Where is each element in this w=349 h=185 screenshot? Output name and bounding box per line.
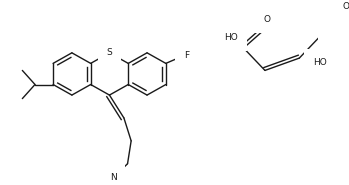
- Text: S: S: [106, 48, 112, 57]
- Text: F: F: [184, 51, 189, 60]
- Text: O: O: [263, 15, 270, 24]
- Text: HO: HO: [224, 33, 238, 42]
- Text: N: N: [110, 173, 117, 182]
- Text: O: O: [343, 2, 349, 11]
- Text: HO: HO: [313, 58, 326, 67]
